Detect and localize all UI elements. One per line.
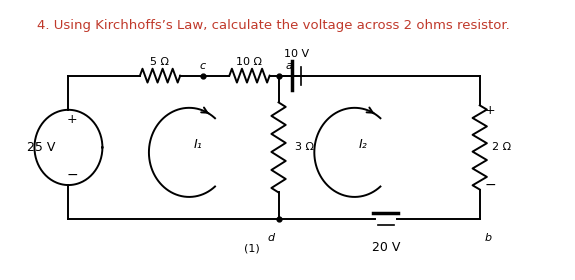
Text: 25 V: 25 V <box>28 141 56 154</box>
Text: −: − <box>484 178 496 192</box>
Text: c: c <box>200 61 206 71</box>
Text: 20 V: 20 V <box>371 241 400 254</box>
Text: I₂: I₂ <box>359 138 368 151</box>
Text: d: d <box>268 233 275 243</box>
Text: +: + <box>67 113 77 126</box>
Text: +: + <box>484 104 495 117</box>
Text: (1): (1) <box>244 244 259 254</box>
Text: 5 Ω: 5 Ω <box>150 57 169 67</box>
Text: −: − <box>66 168 78 182</box>
Text: b: b <box>484 233 491 243</box>
Text: I₁: I₁ <box>194 138 202 151</box>
Text: 10 Ω: 10 Ω <box>236 57 262 67</box>
Text: 10 V: 10 V <box>284 49 309 59</box>
Text: 2 Ω: 2 Ω <box>492 143 511 152</box>
Text: 4. Using Kirchhoffs’s Law, calculate the voltage across 2 ohms resistor.: 4. Using Kirchhoffs’s Law, calculate the… <box>37 19 510 32</box>
Text: a: a <box>286 61 293 71</box>
Text: 3 Ω: 3 Ω <box>294 143 313 152</box>
